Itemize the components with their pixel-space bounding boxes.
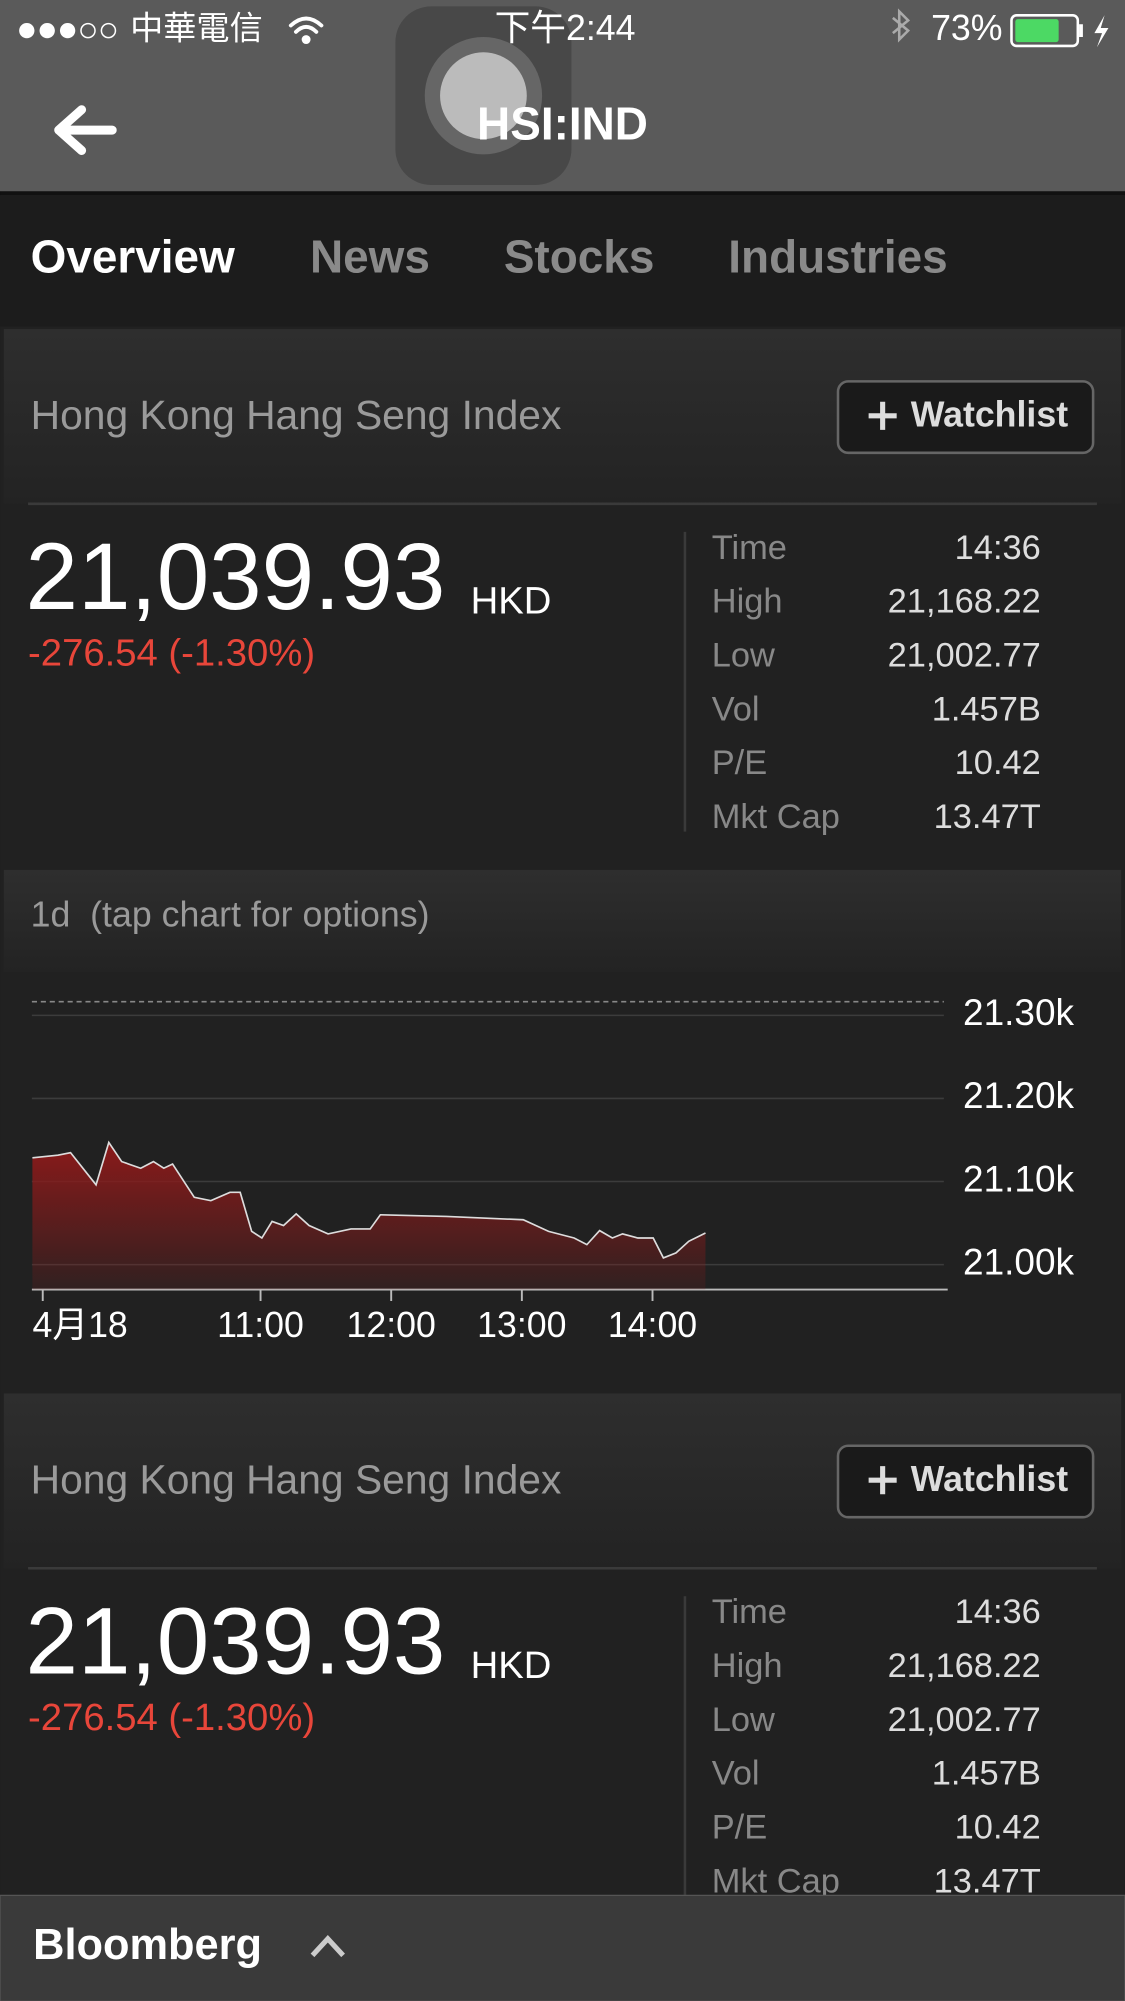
y-tick-label: 21.00k [963,1241,1075,1282]
footer-bar [0,1894,1125,2001]
plus-icon [868,1466,897,1495]
tab-bar [0,195,1125,327]
assistive-touch-dot [440,52,527,140]
stat-label: Time [712,529,787,567]
price-change: -276.54 (-1.30%) [28,1696,315,1739]
index-name: Hong Kong Hang Seng Index [31,1457,562,1503]
bluetooth-icon [892,8,911,43]
stat-label: P/E [712,744,767,782]
stat-label: High [712,583,783,621]
stat-value: 1.457B [932,690,1041,728]
x-tick-label: 11:00 [217,1305,304,1345]
stat-value: 21,168.22 [888,1647,1041,1685]
carrier: 中華電信 [130,10,263,47]
battery-percent: 73% [931,8,1002,48]
index-name: Hong Kong Hang Seng Index [31,392,562,438]
stat-label: Vol [712,690,760,728]
currency: HKD [471,1644,552,1687]
watchlist-button[interactable] [836,1444,1095,1519]
price: 21,039.93 [26,525,446,630]
tab[interactable]: Industries [728,230,947,282]
battery-icon [1010,14,1109,48]
stat-value: 1.457B [932,1755,1041,1793]
expand-chevron[interactable] [310,1934,345,1958]
stat-label: High [712,1647,783,1685]
tabs: Overview News Stocks Industries [31,230,948,282]
chart-header-bg [3,869,1122,972]
y-tick-label: 21.30k [963,992,1075,1033]
watchlist-label: Watchlist [911,395,1068,435]
x-tick-label: 12:00 [347,1305,436,1345]
currency: HKD [471,579,552,622]
stat-value: 21,002.77 [888,636,1041,674]
stat-value: 10.42 [955,1809,1041,1847]
x-tick-label: 4月18 [33,1305,128,1345]
stat-value: 21,168.22 [888,583,1041,621]
stat-value: 14:36 [955,529,1041,567]
clock: 下午2:44 [495,8,636,48]
y-tick-label: 21.20k [963,1075,1075,1116]
watchlist-button[interactable] [836,380,1095,455]
watchlist-label: Watchlist [911,1459,1068,1499]
x-tick-label: 13:00 [477,1305,566,1345]
stat-label: Time [712,1593,787,1631]
tab[interactable]: News [310,230,430,282]
stat-label: Low [712,636,775,674]
tab[interactable]: Overview [31,230,235,282]
stat-value: 10.42 [955,744,1041,782]
stat-label: Mkt Cap [712,798,840,836]
price: 21,039.93 [26,1590,446,1695]
stat-label: P/E [712,1809,767,1847]
wifi-icon [288,16,324,45]
chart-header: 1d (tap chart for options) [31,895,430,935]
price-line [32,1140,706,1259]
stat-label: Vol [712,1755,760,1793]
stat-label: Mkt Cap [712,1862,840,1900]
stat-value: 14:36 [955,1593,1041,1631]
stat-value: 13.47T [934,798,1041,836]
stat-value: 21,002.77 [888,1701,1041,1739]
brand[interactable]: Bloomberg [33,1921,262,1969]
nav-divider [0,191,1125,196]
y-tick-label: 21.10k [963,1158,1075,1199]
stat-label: Low [712,1701,775,1739]
plus-icon [868,401,897,430]
tab[interactable]: Stocks [504,230,655,282]
signal-icon [19,22,117,39]
price-change: -276.54 (-1.30%) [28,632,315,675]
back-button[interactable] [54,105,117,155]
x-tick-label: 14:00 [608,1305,697,1345]
area-fill [32,1142,706,1290]
stat-value: 13.47T [934,1862,1041,1900]
page-title: HSI:IND [477,98,648,150]
content: Hong Kong Hang Seng Index Watchlist 21,039… [3,329,1122,1900]
